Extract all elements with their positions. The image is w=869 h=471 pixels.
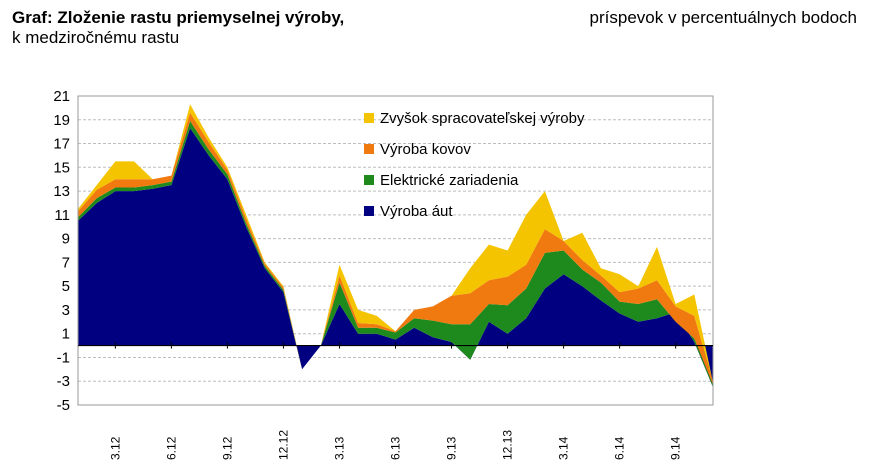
x-tick-label: 9.14 (669, 436, 683, 460)
legend-swatch (364, 206, 374, 216)
legend-label: Výroba kovov (380, 141, 471, 158)
x-tick-label: 6.14 (613, 436, 627, 460)
legend-swatch (364, 175, 374, 185)
legend-label: Elektrické zariadenia (380, 172, 519, 189)
y-tick-labels: 21 19 17 15 13 11 9 7 5 3 1 -1 -3 -5 (53, 88, 70, 414)
x-tick-label: 3.13 (332, 436, 346, 460)
legend: Zvyšok spracovateľskej výroby Výroba kovo… (364, 110, 585, 220)
area-vyroba-aut (78, 128, 713, 388)
y-tick-label: 11 (54, 207, 70, 224)
area-zvysok (78, 104, 713, 383)
chart-title-bold: Graf: Zloženie rastu priemyselnej výroby… (12, 8, 345, 27)
y-tick-label: 9 (62, 231, 70, 248)
x-tick-labels: 3.12 6.12 9.12 12.12 3.13 6.13 9.13 12.13 3.14 6.… (108, 342, 683, 460)
legend-label: Zvyšok spracovateľskej výroby (380, 110, 585, 127)
area-elektricke-zariadenia (78, 121, 713, 388)
x-tick-label: 9.12 (220, 436, 234, 460)
chart-subtitle: k medziročnému rastu (12, 28, 180, 47)
y-tick-label: 15 (53, 159, 70, 176)
y-tick-label: 7 (62, 254, 70, 271)
y-tick-label: -1 (57, 349, 70, 366)
x-tick-label: 12.13 (501, 430, 515, 460)
y-tick-label: 5 (62, 278, 70, 295)
x-tick-label: 6.12 (164, 436, 178, 460)
x-tick-label: 6.13 (389, 436, 403, 460)
y-tick-label: 3 (62, 302, 70, 319)
stacked-areas (78, 104, 713, 388)
y-tick-label: 17 (53, 136, 70, 153)
chart-title: Graf: Zloženie rastu priemyselnej výroby… (12, 8, 857, 48)
y-tick-label: 13 (53, 183, 70, 200)
y-tick-label: -5 (57, 397, 70, 414)
legend-label: Výroba áut (380, 203, 453, 220)
plot-frame (77, 95, 714, 406)
x-tick-label: 9.13 (445, 436, 459, 460)
y-tick-label: 1 (62, 326, 70, 343)
x-tick-label: 3.12 (108, 436, 122, 460)
y-tick-label: -3 (57, 373, 70, 390)
y-tick-label: 21 (53, 88, 70, 105)
legend-swatch (364, 144, 374, 154)
legend-swatch (364, 113, 374, 123)
x-tick-label: 12.12 (276, 430, 290, 460)
chart-title-rest: príspevok v percentuálnych bodoch (589, 8, 857, 27)
x-tick-label: 3.14 (557, 436, 571, 460)
y-tick-label: 19 (53, 112, 70, 129)
